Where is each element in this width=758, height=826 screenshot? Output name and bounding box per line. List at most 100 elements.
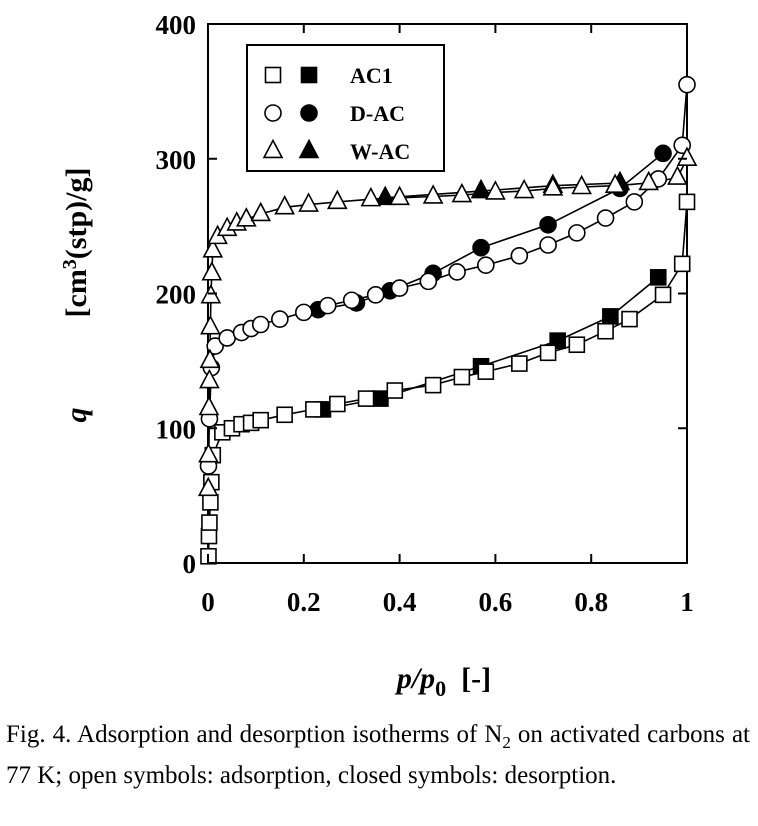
legend-entry: D-AC [264,101,405,126]
legend-label: AC1 [350,63,393,88]
x-tick-label: 0.8 [574,587,608,617]
series-polyline [318,152,664,311]
x-tick-label: 0.4 [383,587,417,617]
series-line [207,201,688,557]
data-marks [197,75,698,565]
circle-open-point [419,272,438,291]
square-open-point [678,193,696,211]
triangle-open-point [485,180,506,200]
circle-open-point [251,315,270,334]
y-tick-label: 400 [156,10,197,40]
triangle-open-point [451,182,473,203]
triangle-closed-point [374,185,396,206]
square-open-point [386,382,404,399]
y-tick-label: 0 [183,549,197,579]
triangle-closed-point [470,178,492,199]
x-tick-label: 1 [680,587,694,617]
triangle-open-point [198,395,220,416]
x-tick-label: 0.2 [287,587,321,617]
square-open-point [621,310,638,328]
square-open-point [568,336,586,354]
legend: AC1 D-AC W-AC [246,44,445,172]
circle-open-point [477,256,495,275]
circle-open-point [596,209,615,227]
legend-closed-triangle [298,138,320,159]
triangle-open-point [298,192,319,212]
triangle-open-point [667,165,688,185]
circle-closed-point [539,215,557,234]
legend-entry: AC1 [264,63,393,88]
circle-open-point [625,193,644,211]
triangle-open-point [200,314,221,335]
circle-closed-point [472,238,490,257]
square-open-point [276,406,293,424]
square-closed-point [649,269,667,286]
triangle-open-point [201,261,223,281]
triangle-open-point [235,207,257,227]
circle-open-point [390,279,409,297]
square-open-point [424,376,442,394]
series-line [318,152,664,311]
triangle-open-point [542,176,564,196]
legend-closed-circle [300,104,318,122]
legend-entry: W-AC [262,138,410,164]
triangle-open-point [389,185,410,206]
triangle-open-point [197,476,219,497]
y-tick-label: 300 [156,145,197,175]
legend-open-circle [264,104,282,122]
figure-caption: Fig. 4. Adsorption and desorption isothe… [6,721,750,789]
square-open-point [654,286,672,304]
triangle-open-point [422,184,444,204]
square-closed-point [372,390,389,407]
triangle-open-point [198,442,219,463]
circle-open-point [271,310,289,328]
square-open-point [477,363,495,380]
triangle-open-point [360,186,382,207]
y-tick-label: 200 [156,280,197,310]
axis-ticks: 0 0.2 0.4 0.6 0.8 1 0 100 200 300 400 [156,10,694,617]
x-tick-label: 0.6 [479,587,513,617]
triangle-open-point [250,201,272,222]
series-polyline [207,201,688,557]
triangle-open-point [513,178,535,199]
square-open-point [305,401,322,418]
x-axis-title: p/p0 [-] [394,662,491,701]
triangle-open-point [327,189,348,210]
square-open-point [202,494,219,511]
circle-open-point [510,246,529,265]
x-tick-label: 0 [201,587,215,617]
square-open-point [673,255,691,273]
triangle-open-point [199,348,221,369]
square-open-point [329,395,346,413]
square-open-point [597,322,614,340]
series-markers [200,193,696,565]
legend-label: D-AC [350,101,405,126]
circle-open-point [678,75,696,94]
triangle-open-point [638,170,660,191]
triangle-open-point [274,195,295,215]
square-open-point [453,368,471,386]
legend-label: W-AC [350,139,410,164]
square-open-point [201,514,218,531]
square-open-point [357,390,375,407]
square-open-point [539,344,557,362]
circle-open-point [448,263,466,281]
legend-closed-square [300,66,318,84]
triangle-open-point [199,368,220,389]
circle-closed-point [654,144,672,163]
triangle-open-point [202,238,224,258]
series-markers [197,146,698,497]
square-closed-point [549,332,566,349]
circle-open-point [539,236,557,254]
circle-open-point [318,296,337,315]
square-open-point [252,411,269,429]
y-tick-label: 100 [156,414,197,444]
legend-open-square [264,66,282,84]
circle-open-point [294,303,313,322]
circle-open-point [342,291,361,310]
circle-open-point [206,337,224,355]
triangle-open-point [604,173,626,193]
triangle-open-point [676,146,698,167]
y-axis-title: q [cm3(stp)/g] [59,168,93,423]
